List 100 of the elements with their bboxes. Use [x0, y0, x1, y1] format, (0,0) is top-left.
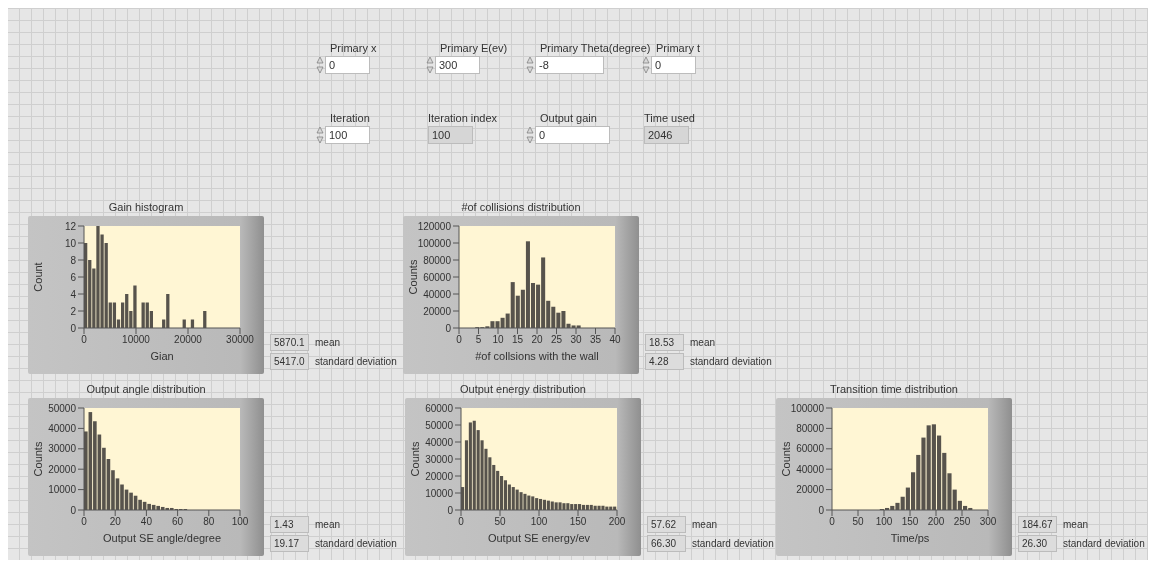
y-tick-label: 10	[64, 237, 77, 249]
y-tick-label: 0	[445, 322, 452, 334]
text: 26.30	[1018, 535, 1057, 552]
y-tick-label: 40000	[48, 422, 77, 434]
text: mean	[690, 337, 716, 348]
text: Output gain	[540, 112, 598, 124]
text: 4.28	[645, 353, 684, 370]
y-axis-title: Counts	[31, 441, 44, 477]
text: standard deviation	[692, 538, 774, 549]
y-tick-label: 80000	[423, 254, 452, 266]
text: mean	[315, 519, 341, 530]
text: 0	[651, 56, 696, 74]
y-axis-title: Counts	[408, 441, 421, 477]
y-tick-label: 8	[70, 254, 77, 266]
chart-title: Output energy distribution	[459, 383, 587, 397]
y-tick-label: 2	[70, 305, 77, 317]
text: 5417.0	[270, 353, 309, 370]
text: mean	[315, 337, 341, 348]
y-tick-label: 20000	[425, 470, 454, 482]
text: 66.30	[647, 535, 686, 552]
text: 5870.1	[270, 334, 309, 351]
y-tick-label: 50000	[48, 402, 77, 414]
text: 184.67	[1018, 516, 1057, 533]
y-tick-label: 0	[818, 504, 825, 516]
x-tick-label: 40	[609, 334, 621, 346]
text: mean	[1063, 519, 1089, 530]
x-tick-label: 50	[494, 516, 506, 528]
x-tick-label: 150	[901, 516, 919, 528]
x-tick-label: 10	[492, 334, 504, 346]
y-tick-label: 80000	[796, 422, 825, 434]
text: 100	[325, 126, 370, 144]
y-tick-label: 50000	[425, 419, 454, 431]
x-tick-label: 15	[511, 334, 524, 346]
text: Primary x	[330, 42, 377, 54]
y-tick-label: 0	[70, 322, 77, 334]
y-axis-title: Count	[31, 262, 44, 292]
x-tick-label: 100	[231, 516, 249, 528]
x-tick-label: 30	[570, 334, 582, 346]
x-tick-label: 150	[569, 516, 587, 528]
x-tick-label: 100	[530, 516, 548, 528]
x-tick-label: 10000	[122, 334, 151, 346]
text: Time used	[644, 112, 695, 124]
y-tick-label: 20000	[796, 484, 825, 496]
x-tick-label: 50	[852, 516, 864, 528]
y-tick-label: 20000	[423, 305, 452, 317]
text: 19.17	[270, 535, 309, 552]
y-tick-label: 40000	[425, 436, 454, 448]
y-tick-label: 100000	[790, 402, 825, 414]
text: standard deviation	[315, 538, 397, 549]
x-tick-label: 30000	[226, 334, 255, 346]
x-axis-title: #of collsions with the wall	[475, 350, 599, 362]
x-tick-label: 0	[456, 334, 463, 346]
x-tick-label: 0	[458, 516, 465, 528]
chart-title: #of collisions distribution	[460, 201, 582, 215]
x-tick-label: 100	[875, 516, 893, 528]
x-tick-label: 80	[203, 516, 215, 528]
text: -8	[535, 56, 604, 74]
y-tick-label: 60000	[423, 271, 452, 283]
text: 0	[535, 126, 610, 144]
x-tick-label: 25	[550, 334, 563, 346]
x-tick-label: 250	[953, 516, 971, 528]
y-tick-label: 10000	[425, 487, 454, 499]
text: mean	[692, 519, 718, 530]
y-tick-label: 4	[70, 288, 77, 300]
text: 0	[325, 56, 370, 74]
x-tick-label: 35	[589, 334, 602, 346]
x-tick-label: 5	[475, 334, 482, 346]
text: 18.53	[645, 334, 684, 351]
y-tick-label: 100000	[417, 237, 452, 249]
x-tick-label: 20000	[174, 334, 203, 346]
text: standard deviation	[315, 356, 397, 367]
chart-title: Output angle distribution	[85, 383, 207, 397]
y-tick-label: 30000	[48, 443, 77, 455]
y-tick-label: 0	[447, 504, 454, 516]
text: 57.62	[647, 516, 686, 533]
y-tick-label: 10000	[48, 484, 77, 496]
x-axis-title: Output SE energy/ev	[487, 532, 591, 544]
x-tick-label: 0	[829, 516, 836, 528]
y-tick-label: 6	[70, 271, 77, 283]
text: 300	[435, 56, 480, 74]
text: 1.43	[270, 516, 309, 533]
y-tick-label: 60000	[425, 402, 454, 414]
text: standard deviation	[690, 356, 772, 367]
y-axis-title: Counts	[406, 259, 419, 295]
y-tick-label: 60000	[796, 443, 825, 455]
x-tick-label: 0	[81, 516, 88, 528]
x-tick-label: 300	[979, 516, 997, 528]
x-axis-title: Output SE angle/degree	[102, 532, 222, 544]
chart-title: Transition time distribution	[829, 383, 959, 397]
x-axis-title: Gian	[150, 350, 174, 362]
y-tick-label: 30000	[425, 453, 454, 465]
y-axis-title: Counts	[779, 441, 792, 477]
text: standard deviation	[1063, 538, 1145, 549]
x-tick-label: 0	[81, 334, 88, 346]
chart-title: Gain histogram	[107, 201, 185, 215]
y-tick-label: 0	[70, 504, 77, 516]
x-tick-label: 200	[927, 516, 945, 528]
y-tick-label: 40000	[796, 463, 825, 475]
text: Primary E(ev)	[440, 42, 508, 54]
text: Primary Theta(degree)	[540, 42, 651, 54]
